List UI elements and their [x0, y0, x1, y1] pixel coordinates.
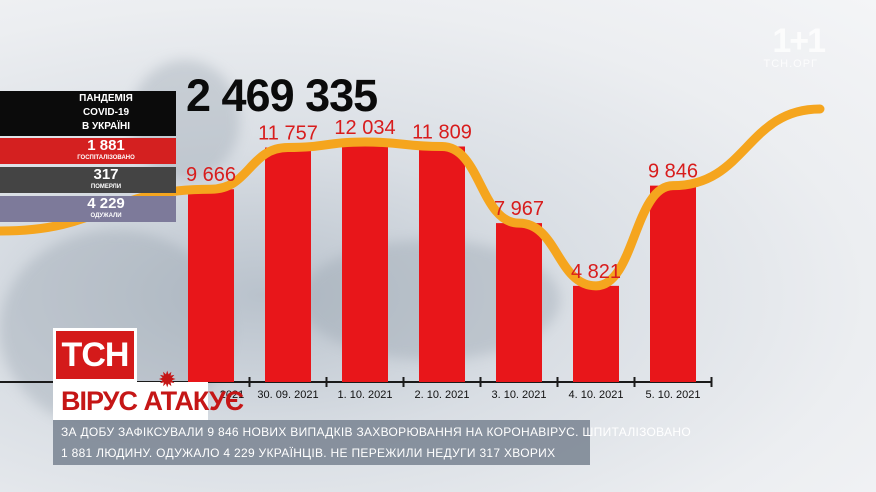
x-tick-label: 30. 09. 2021	[257, 389, 318, 401]
ticker-line: 1 881 ЛЮДИНУ. ОДУЖАЛО 4 229 УКРАЇНЦІВ. Н…	[61, 446, 556, 460]
bar	[342, 142, 388, 382]
bar-value-label: 11 757	[258, 123, 318, 145]
bar-value-label: 9 846	[648, 161, 698, 183]
stat-hospitalized: 1 881 ГОСПІТАЛІЗОВАНО	[0, 138, 176, 164]
stat-label: ГОСПІТАЛІЗОВАНО	[77, 155, 135, 161]
channel-logo: 1+1	[772, 22, 826, 60]
stats-header-line: COVID-19	[82, 107, 130, 118]
stat-label: ОДУЖАЛИ	[90, 213, 122, 219]
stat-label: ПОМЕРЛИ	[90, 184, 122, 190]
stat-value: 1 881	[87, 137, 125, 154]
virus-icon: ✹	[158, 367, 177, 392]
bar	[650, 185, 696, 382]
trend-line	[0, 104, 825, 291]
x-tick-label: 3. 10. 2021	[491, 389, 546, 401]
news-ticker: ЗА ДОБУ ЗАФІКСУВАЛИ 9 846 НОВИХ ВИПАДКІВ…	[53, 420, 691, 465]
channel-logo-subtitle: ТСН.ОРГ	[763, 58, 818, 70]
tsn-logo: ТСН	[53, 328, 137, 382]
bar-value-label: 12 034	[334, 117, 395, 139]
x-tick-label: 4. 10. 2021	[568, 389, 623, 401]
bar	[188, 189, 234, 382]
x-tick-label: 2021	[220, 389, 244, 401]
bar-value-label: 9 666	[186, 164, 236, 186]
stat-died: 317 ПОМЕРЛИ	[0, 167, 176, 193]
ticker-line: ЗА ДОБУ ЗАФІКСУВАЛИ 9 846 НОВИХ ВИПАДКІВ…	[61, 425, 691, 439]
x-tick-label: 1. 10. 2021	[337, 389, 392, 401]
x-tick-label: 5. 10. 2021	[645, 389, 700, 401]
headline-box: ВІРУС АТАКУЄ	[53, 382, 244, 420]
headline-text: ВІРУС АТАКУЄ	[61, 386, 244, 416]
bar	[496, 223, 542, 382]
bar	[573, 285, 619, 382]
x-tick-label: 2. 10. 2021	[414, 389, 469, 401]
stat-value: 317	[93, 166, 119, 183]
stats-header-line: В УКРАЇНІ	[81, 121, 131, 132]
bar	[419, 146, 465, 382]
bar-value-label: 11 809	[412, 121, 472, 143]
stats-header: ПАНДЕМІЯ COVID-19 В УКРАЇНІ	[0, 91, 176, 136]
stat-value: 4 229	[87, 195, 125, 212]
total-cases: 2 469 335	[186, 70, 378, 121]
bar-value-label: 4 821	[571, 261, 621, 283]
stats-header-line: ПАНДЕМІЯ	[79, 93, 133, 104]
stat-recovered: 4 229 ОДУЖАЛИ	[0, 196, 176, 222]
bar-value-label: 7 967	[494, 198, 544, 220]
bar	[265, 147, 311, 382]
